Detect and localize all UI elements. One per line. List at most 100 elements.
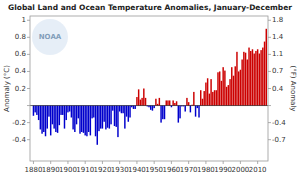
- bar: [164, 106, 165, 120]
- plot-frame: [30, 16, 268, 161]
- bar: [117, 106, 118, 138]
- bar: [231, 67, 232, 105]
- bar: [81, 106, 82, 132]
- bar: [184, 106, 185, 112]
- bar: [190, 106, 191, 113]
- bar: [195, 106, 196, 117]
- bar: [136, 97, 137, 106]
- bar: [40, 106, 41, 130]
- bar: [83, 106, 84, 133]
- y-axis-label: Anomaly (°C): [3, 65, 11, 112]
- bar: [124, 106, 125, 129]
- bar: [212, 92, 213, 106]
- x-tick-label: 1980: [197, 166, 215, 174]
- bar: [202, 99, 203, 106]
- bar: [121, 106, 122, 114]
- zero-line: [30, 105, 268, 106]
- bar: [207, 78, 208, 105]
- y-axis: -0.4-0.20.20.40.60.81: [12, 16, 30, 143]
- bar: [178, 106, 179, 123]
- bar: [119, 106, 120, 112]
- bar: [226, 87, 227, 106]
- x-tick: [119, 161, 120, 164]
- bar: [240, 70, 241, 106]
- bar: [205, 83, 206, 106]
- x-tick-label: 1920: [94, 166, 112, 174]
- bar: [224, 71, 225, 106]
- bar: [97, 106, 98, 145]
- bar: [48, 106, 49, 117]
- bar: [245, 53, 246, 106]
- bar: [222, 67, 223, 105]
- bar: [166, 100, 167, 105]
- y-tick: [27, 37, 30, 38]
- x-tick-label: 1940: [128, 166, 146, 174]
- bar: [72, 106, 73, 130]
- bar: [91, 106, 92, 119]
- bar: [59, 106, 60, 126]
- bar: [41, 106, 42, 134]
- y-tick: [27, 20, 30, 21]
- y2-tick: [268, 54, 271, 55]
- y2-tick: [268, 88, 271, 89]
- bar: [38, 106, 39, 121]
- bar: [47, 106, 48, 129]
- x-tick: [240, 161, 241, 164]
- bar: [186, 98, 187, 106]
- y2-tick-label: 0.4: [272, 85, 284, 93]
- y-tick-label: -0.2: [12, 119, 26, 127]
- bar: [159, 98, 160, 106]
- bar: [143, 89, 144, 106]
- bar: [214, 90, 215, 105]
- y2-tick-label: -0.4: [272, 119, 286, 127]
- bar: [221, 81, 222, 106]
- bar: [88, 106, 89, 132]
- x-tick: [205, 161, 206, 164]
- bar: [259, 54, 260, 106]
- bar: [67, 106, 68, 113]
- y2-tick: [268, 139, 271, 140]
- bar: [36, 106, 37, 115]
- x-tick: [50, 161, 51, 164]
- watermark: NOAA: [32, 19, 68, 55]
- x-tick-label: 1880: [25, 166, 43, 174]
- bar: [188, 102, 189, 105]
- bar: [229, 79, 230, 105]
- x-tick-label: 1890: [42, 166, 60, 174]
- bar: [266, 29, 267, 106]
- plot-area: [30, 16, 268, 161]
- y-tick: [27, 105, 30, 106]
- bar: [65, 106, 66, 121]
- bar: [160, 106, 161, 123]
- bar: [112, 106, 113, 111]
- x-tick: [85, 161, 86, 164]
- bar: [79, 106, 80, 134]
- bar: [134, 106, 135, 109]
- bar: [257, 49, 258, 105]
- bar: [133, 106, 134, 109]
- y2-tick: [268, 37, 271, 38]
- x-tick: [102, 161, 103, 164]
- y2-tick-label: -0.7: [272, 136, 286, 144]
- bar: [105, 106, 106, 130]
- bar: [140, 100, 141, 106]
- bar: [198, 106, 199, 118]
- x-tick-label: 1930: [111, 166, 129, 174]
- bar: [176, 101, 177, 105]
- y2-tick: [268, 71, 271, 72]
- bar: [90, 106, 91, 136]
- bar: [236, 52, 237, 106]
- bar: [62, 106, 63, 115]
- bar: [228, 85, 229, 105]
- bar: [45, 106, 46, 137]
- bar: [50, 106, 51, 136]
- y-tick: [27, 54, 30, 55]
- y-tick-label: 1: [22, 16, 26, 24]
- x-tick-label: 1950: [145, 166, 163, 174]
- bar: [197, 106, 198, 109]
- logo-circle: [32, 19, 68, 55]
- bar: [145, 98, 146, 106]
- x-tick: [67, 161, 68, 164]
- title: Global Land and Ocean Temperature Anomal…: [8, 3, 292, 12]
- y2-tick: [268, 105, 271, 106]
